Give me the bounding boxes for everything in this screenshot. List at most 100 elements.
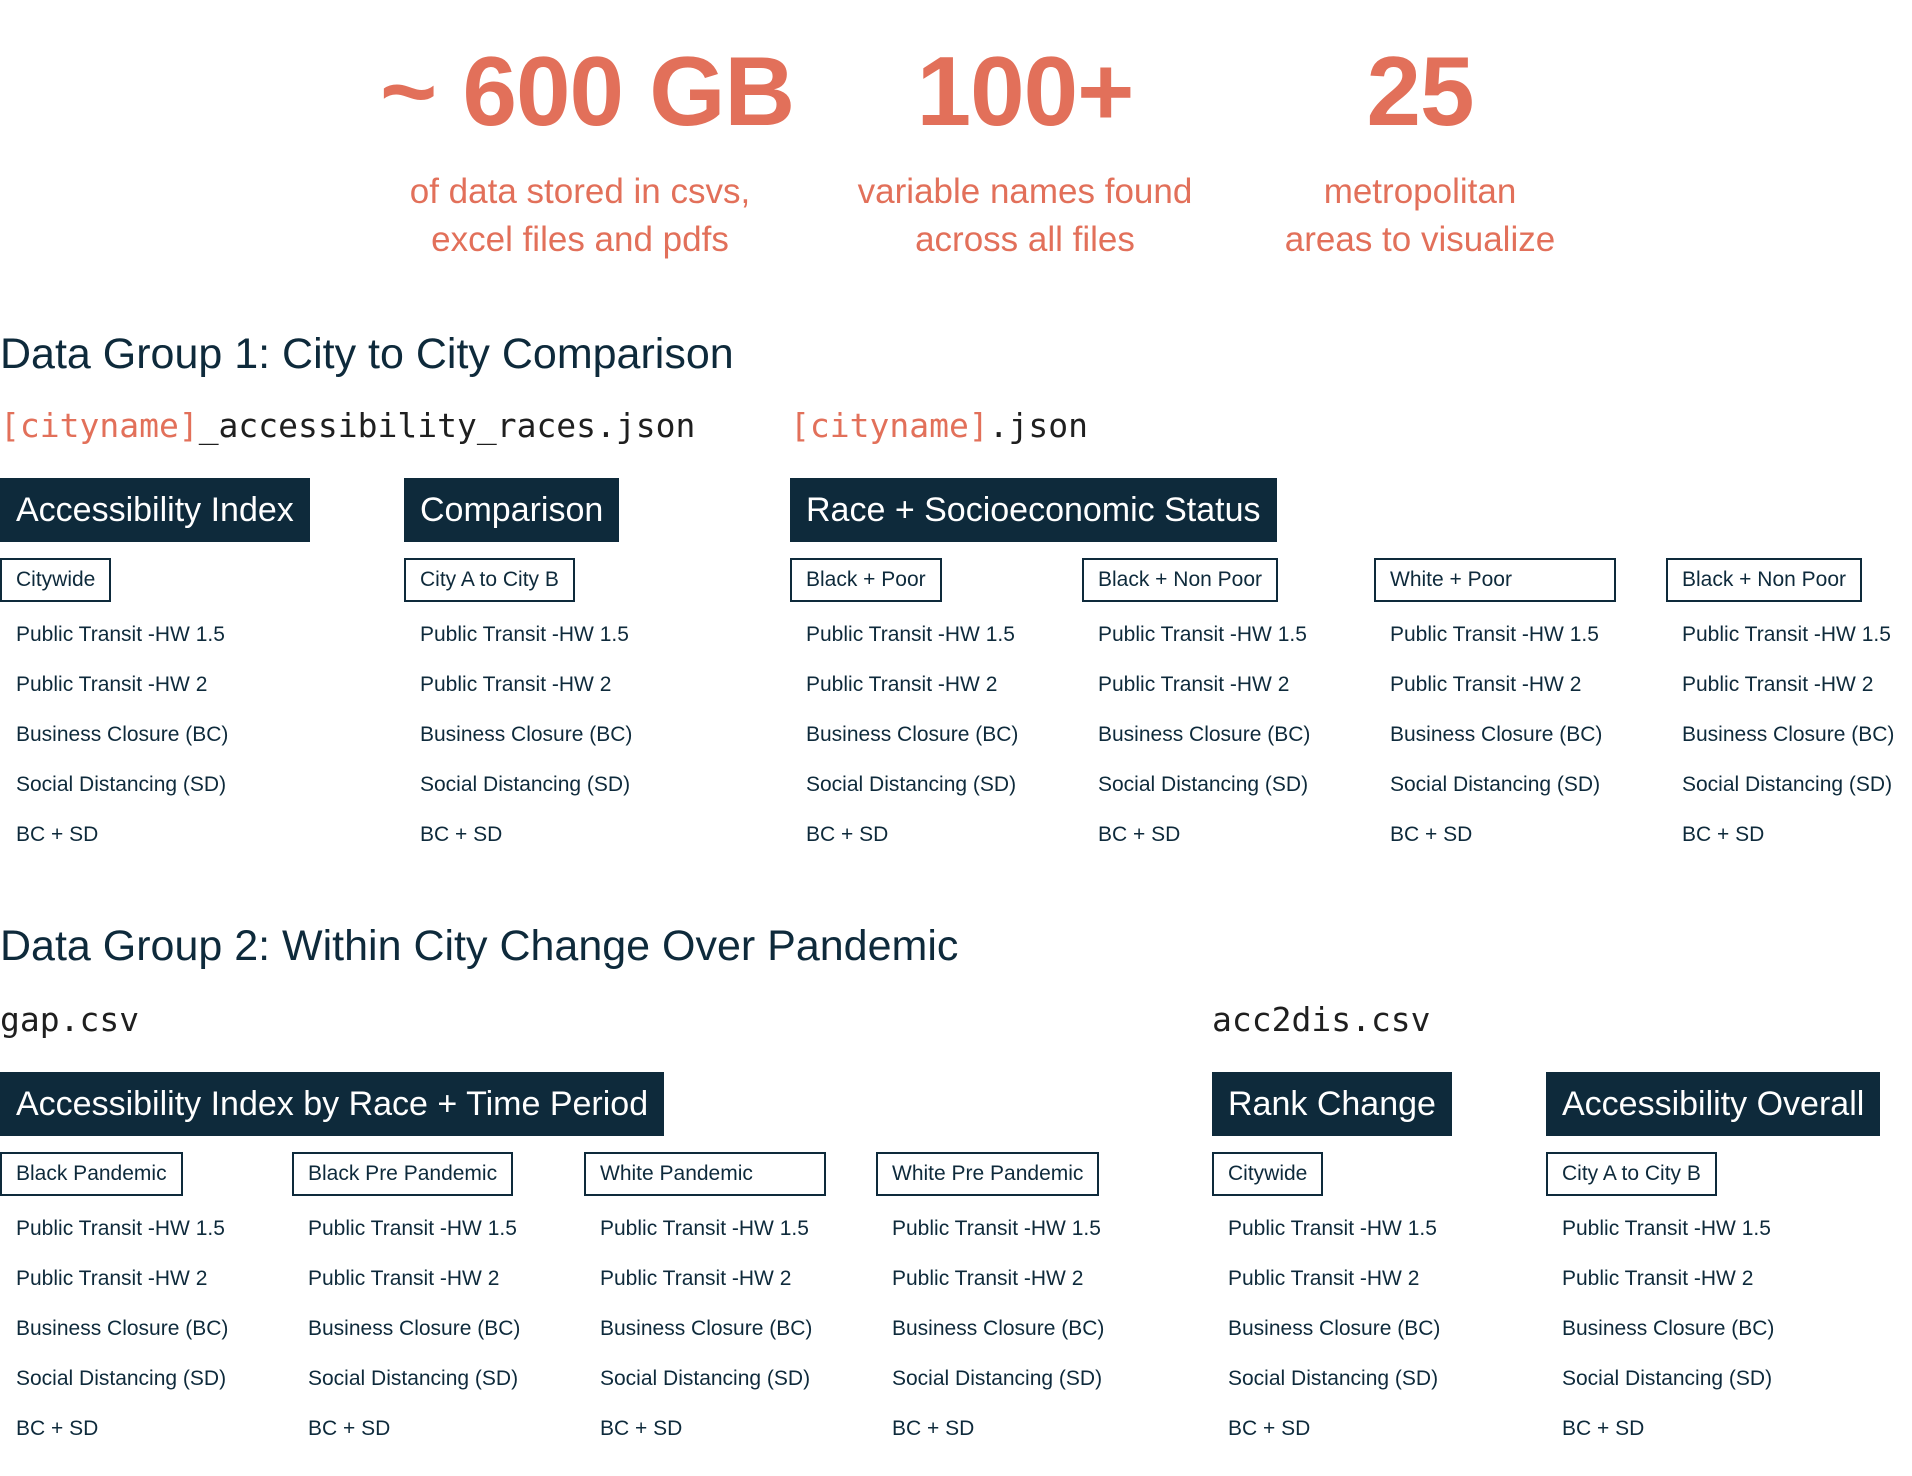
stat-desc-line: of data stored in csvs, [409,172,751,211]
list-item: Public Transit -HW 2 [1562,1267,1754,1290]
list-item: Social Distancing (SD) [892,1367,1103,1390]
file-suffix: .json [988,406,1089,445]
variable-list: Public Transit -HW 1.5 Public Transit -H… [404,610,632,860]
variable-list: Public Transit -HW 1.5 Public Transit -H… [292,1204,520,1454]
list-item: Social Distancing (SD) [1228,1367,1439,1390]
group1-column-black-non-poor-2: Black + Non Poor Public Transit -HW 1.5 … [1666,558,1894,860]
stat-value-metros: 25 [1366,36,1474,146]
group2-header-race-time: Accessibility Index by Race + Time Perio… [0,1072,665,1136]
list-item: Public Transit -HW 2 [1228,1267,1420,1290]
list-item: BC + SD [1098,823,1181,846]
stat-desc-line: metropolitan [1323,172,1517,211]
column-label: City A to City B [404,558,575,602]
variable-list: Public Transit -HW 1.5 Public Transit -H… [0,610,228,860]
group2-header-rank-change: Rank Change [1212,1072,1452,1136]
stat-desc-line: areas to visualize [1284,220,1556,259]
list-item: BC + SD [600,1417,683,1440]
group1-file1: [cityname]_accessibility_races.json [0,406,695,445]
list-item: BC + SD [892,1417,975,1440]
list-item: BC + SD [16,1417,99,1440]
list-item: Business Closure (BC) [16,723,229,746]
stat-desc-line: across all files [915,220,1135,259]
column-label: Citywide [1212,1152,1324,1196]
list-item: Business Closure (BC) [806,723,1019,746]
list-item: Social Distancing (SD) [1390,773,1601,796]
group1-column-white-poor: White + Poor Public Transit -HW 1.5 Publ… [1374,558,1616,860]
column-label: Black + Poor [790,558,942,602]
list-item: Business Closure (BC) [600,1317,813,1340]
group1-header-comparison: Comparison [404,478,620,542]
list-item: Public Transit -HW 1.5 [892,1217,1101,1240]
column-label: White Pandemic [584,1152,826,1196]
list-item: Business Closure (BC) [1228,1317,1441,1340]
group2-column-white-pre-pandemic: White Pre Pandemic Public Transit -HW 1.… [876,1152,1104,1454]
stat-desc-metros: metropolitan areas to visualize [1220,168,1620,264]
list-item: Public Transit -HW 1.5 [1682,623,1891,646]
group1-column-black-poor: Black + Poor Public Transit -HW 1.5 Publ… [790,558,1018,860]
list-item: Social Distancing (SD) [1682,773,1893,796]
group1-column-citywide: Citywide Public Transit -HW 1.5 Public T… [0,558,228,860]
list-item: BC + SD [1562,1417,1645,1440]
list-item: Business Closure (BC) [1682,723,1895,746]
list-item: Public Transit -HW 1.5 [1228,1217,1437,1240]
list-item: BC + SD [1228,1417,1311,1440]
group2-header-accessibility-overall: Accessibility Overall [1546,1072,1881,1136]
column-label: Citywide [0,558,112,602]
file-suffix: _accessibility_races.json [198,406,696,445]
variable-list: Public Transit -HW 1.5 Public Transit -H… [1082,610,1310,860]
group1-column-black-non-poor: Black + Non Poor Public Transit -HW 1.5 … [1082,558,1310,860]
group1-header-accessibility-index: Accessibility Index [0,478,310,542]
list-item: Public Transit -HW 2 [600,1267,792,1290]
list-item: Public Transit -HW 1.5 [420,623,629,646]
file-placeholder: [cityname] [790,406,989,445]
stat-value-data-size: ~ 600 GB [380,36,795,146]
list-item: Social Distancing (SD) [420,773,631,796]
list-item: Social Distancing (SD) [1098,773,1309,796]
list-item: Social Distancing (SD) [308,1367,519,1390]
list-item: Public Transit -HW 2 [892,1267,1084,1290]
list-item: Public Transit -HW 2 [806,673,998,696]
group2-column-city-a-to-b: City A to City B Public Transit -HW 1.5 … [1546,1152,1774,1454]
group2-column-black-pandemic: Black Pandemic Public Transit -HW 1.5 Pu… [0,1152,228,1454]
column-label: Black Pre Pandemic [292,1152,514,1196]
list-item: Public Transit -HW 1.5 [806,623,1015,646]
list-item: BC + SD [308,1417,391,1440]
list-item: Public Transit -HW 1.5 [16,1217,225,1240]
group1-column-city-a-to-b: City A to City B Public Transit -HW 1.5 … [404,558,632,860]
list-item: Social Distancing (SD) [16,1367,227,1390]
list-item: Public Transit -HW 2 [1098,673,1290,696]
list-item: Public Transit -HW 2 [1682,673,1874,696]
stat-value-variables: 100+ [916,36,1135,146]
list-item: Public Transit -HW 1.5 [308,1217,517,1240]
list-item: Public Transit -HW 2 [16,673,208,696]
list-item: Public Transit -HW 1.5 [16,623,225,646]
list-item: BC + SD [1390,823,1473,846]
list-item: Social Distancing (SD) [806,773,1017,796]
stat-desc-line: excel files and pdfs [431,220,729,259]
list-item: Public Transit -HW 1.5 [1562,1217,1771,1240]
group1-header-race-ses: Race + Socioeconomic Status [790,478,1277,542]
list-item: Social Distancing (SD) [600,1367,811,1390]
list-item: Business Closure (BC) [1390,723,1603,746]
group2-column-citywide: Citywide Public Transit -HW 1.5 Public T… [1212,1152,1440,1454]
list-item: Business Closure (BC) [892,1317,1105,1340]
group2-column-black-pre-pandemic: Black Pre Pandemic Public Transit -HW 1.… [292,1152,520,1454]
group2-title: Data Group 2: Within City Change Over Pa… [0,922,959,970]
group1-title: Data Group 1: City to City Comparison [0,330,734,378]
list-item: Public Transit -HW 1.5 [600,1217,809,1240]
list-item: Public Transit -HW 2 [420,673,612,696]
list-item: Public Transit -HW 1.5 [1098,623,1307,646]
list-item: Public Transit -HW 2 [16,1267,208,1290]
stat-desc-data-size: of data stored in csvs, excel files and … [380,168,780,264]
variable-list: Public Transit -HW 1.5 Public Transit -H… [876,1204,1104,1454]
list-item: BC + SD [806,823,889,846]
list-item: Business Closure (BC) [16,1317,229,1340]
variable-list: Public Transit -HW 1.5 Public Transit -H… [1212,1204,1440,1454]
column-label: City A to City B [1546,1152,1717,1196]
list-item: Business Closure (BC) [1098,723,1311,746]
column-label: Black Pandemic [0,1152,183,1196]
list-item: Business Closure (BC) [1562,1317,1775,1340]
column-label: White + Poor [1374,558,1616,602]
group2-file1: gap.csv [0,1000,140,1039]
variable-list: Public Transit -HW 1.5 Public Transit -H… [1374,610,1616,860]
